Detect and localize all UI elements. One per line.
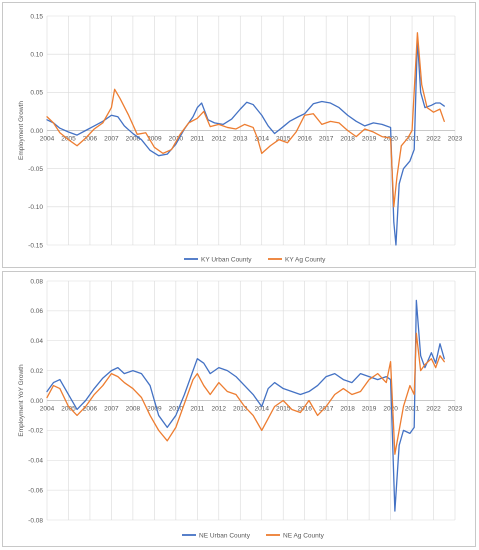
chart-ky-employment: -0.15 -0.10 -0.05 0.00 0.05 0.10 0.15 2004 2005 2…	[2, 2, 476, 268]
series-line-urban	[46, 299, 445, 512]
legend-label: NE Ag County	[283, 532, 325, 539]
series-line-ag	[46, 332, 445, 455]
x-tick-label: 2017	[319, 406, 334, 413]
x-tick-label: 2009	[147, 136, 162, 143]
y-tick-label: -0.06	[28, 487, 43, 494]
x-tick-label: 2023	[448, 136, 463, 143]
x-tick-label: 2004	[40, 406, 55, 413]
x-tick-label: 2009	[147, 406, 162, 413]
y-tick-label: 0.04	[30, 338, 43, 345]
legend-label: KY Ag County	[285, 256, 326, 263]
y-axis-title: Employment YoY Growth	[18, 364, 25, 437]
x-tick-label: 2019	[362, 406, 377, 413]
x-tick-label: 2018	[340, 406, 355, 413]
x-tick-label: 2006	[83, 406, 98, 413]
chart-ne-employment: -0.08 -0.06 -0.04 -0.02 0.00 0.02 0.04 0.06 0.08…	[2, 271, 476, 547]
y-tick-label: -0.08	[28, 517, 43, 524]
y-tick-label: -0.10	[28, 204, 43, 211]
x-tick-label: 2012	[212, 406, 227, 413]
x-tick-label: 2006	[83, 136, 98, 143]
chart-ne-svg: -0.08 -0.06 -0.04 -0.02 0.00 0.02 0.04 0.06 0.08…	[18, 278, 463, 539]
y-tick-label: 0.06	[30, 308, 43, 315]
legend-label: KY Urban County	[201, 256, 252, 263]
x-tick-label: 2021	[405, 406, 420, 413]
y-tick-label: 0.00	[30, 398, 43, 405]
x-tick-label: 2008	[126, 406, 141, 413]
x-tick-label: 2010	[169, 136, 184, 143]
y-tick-label: -0.02	[28, 428, 43, 435]
series-line-ag	[46, 32, 445, 208]
series-line-urban	[46, 38, 445, 246]
y-tick-label: 0.00	[30, 128, 43, 135]
y-tick-label: -0.04	[28, 458, 43, 465]
x-tick-label: 2013	[233, 136, 248, 143]
x-tick-label: 2012	[212, 136, 227, 143]
y-axis-title: Employment Growth	[18, 101, 25, 160]
y-tick-label: 0.02	[30, 368, 43, 375]
y-tick-label: 0.15	[30, 13, 43, 20]
y-tick-label: 0.08	[30, 278, 43, 285]
x-tick-label: 2022	[426, 406, 441, 413]
x-tick-label: 2013	[233, 406, 248, 413]
legend-label: NE Urban County	[199, 532, 251, 539]
x-tick-label: 2007	[104, 406, 119, 413]
x-tick-label: 2019	[362, 136, 377, 143]
x-tick-label: 2004	[40, 136, 55, 143]
x-tick-label: 2015	[276, 406, 291, 413]
x-tick-label: 2015	[276, 136, 291, 143]
x-tick-label: 2016	[297, 136, 312, 143]
x-tick-label: 2021	[405, 136, 420, 143]
y-tick-label: 0.10	[30, 51, 43, 58]
x-tick-label: 2014	[255, 406, 270, 413]
x-tick-label: 2017	[319, 136, 334, 143]
x-tick-label: 2005	[61, 406, 76, 413]
x-tick-label: 2011	[190, 136, 204, 143]
x-tick-label: 2022	[426, 136, 441, 143]
y-tick-label: -0.05	[28, 166, 43, 173]
x-tick-label: 2023	[448, 406, 463, 413]
x-tick-label: 2011	[190, 406, 204, 413]
x-tick-label: 2020	[383, 406, 398, 413]
x-tick-label: 2008	[126, 136, 141, 143]
y-tick-label: -0.15	[28, 242, 43, 249]
x-tick-label: 2014	[255, 136, 270, 143]
x-tick-label: 2007	[104, 136, 119, 143]
x-tick-label: 2018	[340, 136, 355, 143]
x-tick-label: 2016	[297, 406, 312, 413]
y-tick-label: 0.05	[30, 90, 43, 97]
x-tick-label: 2010	[169, 406, 184, 413]
